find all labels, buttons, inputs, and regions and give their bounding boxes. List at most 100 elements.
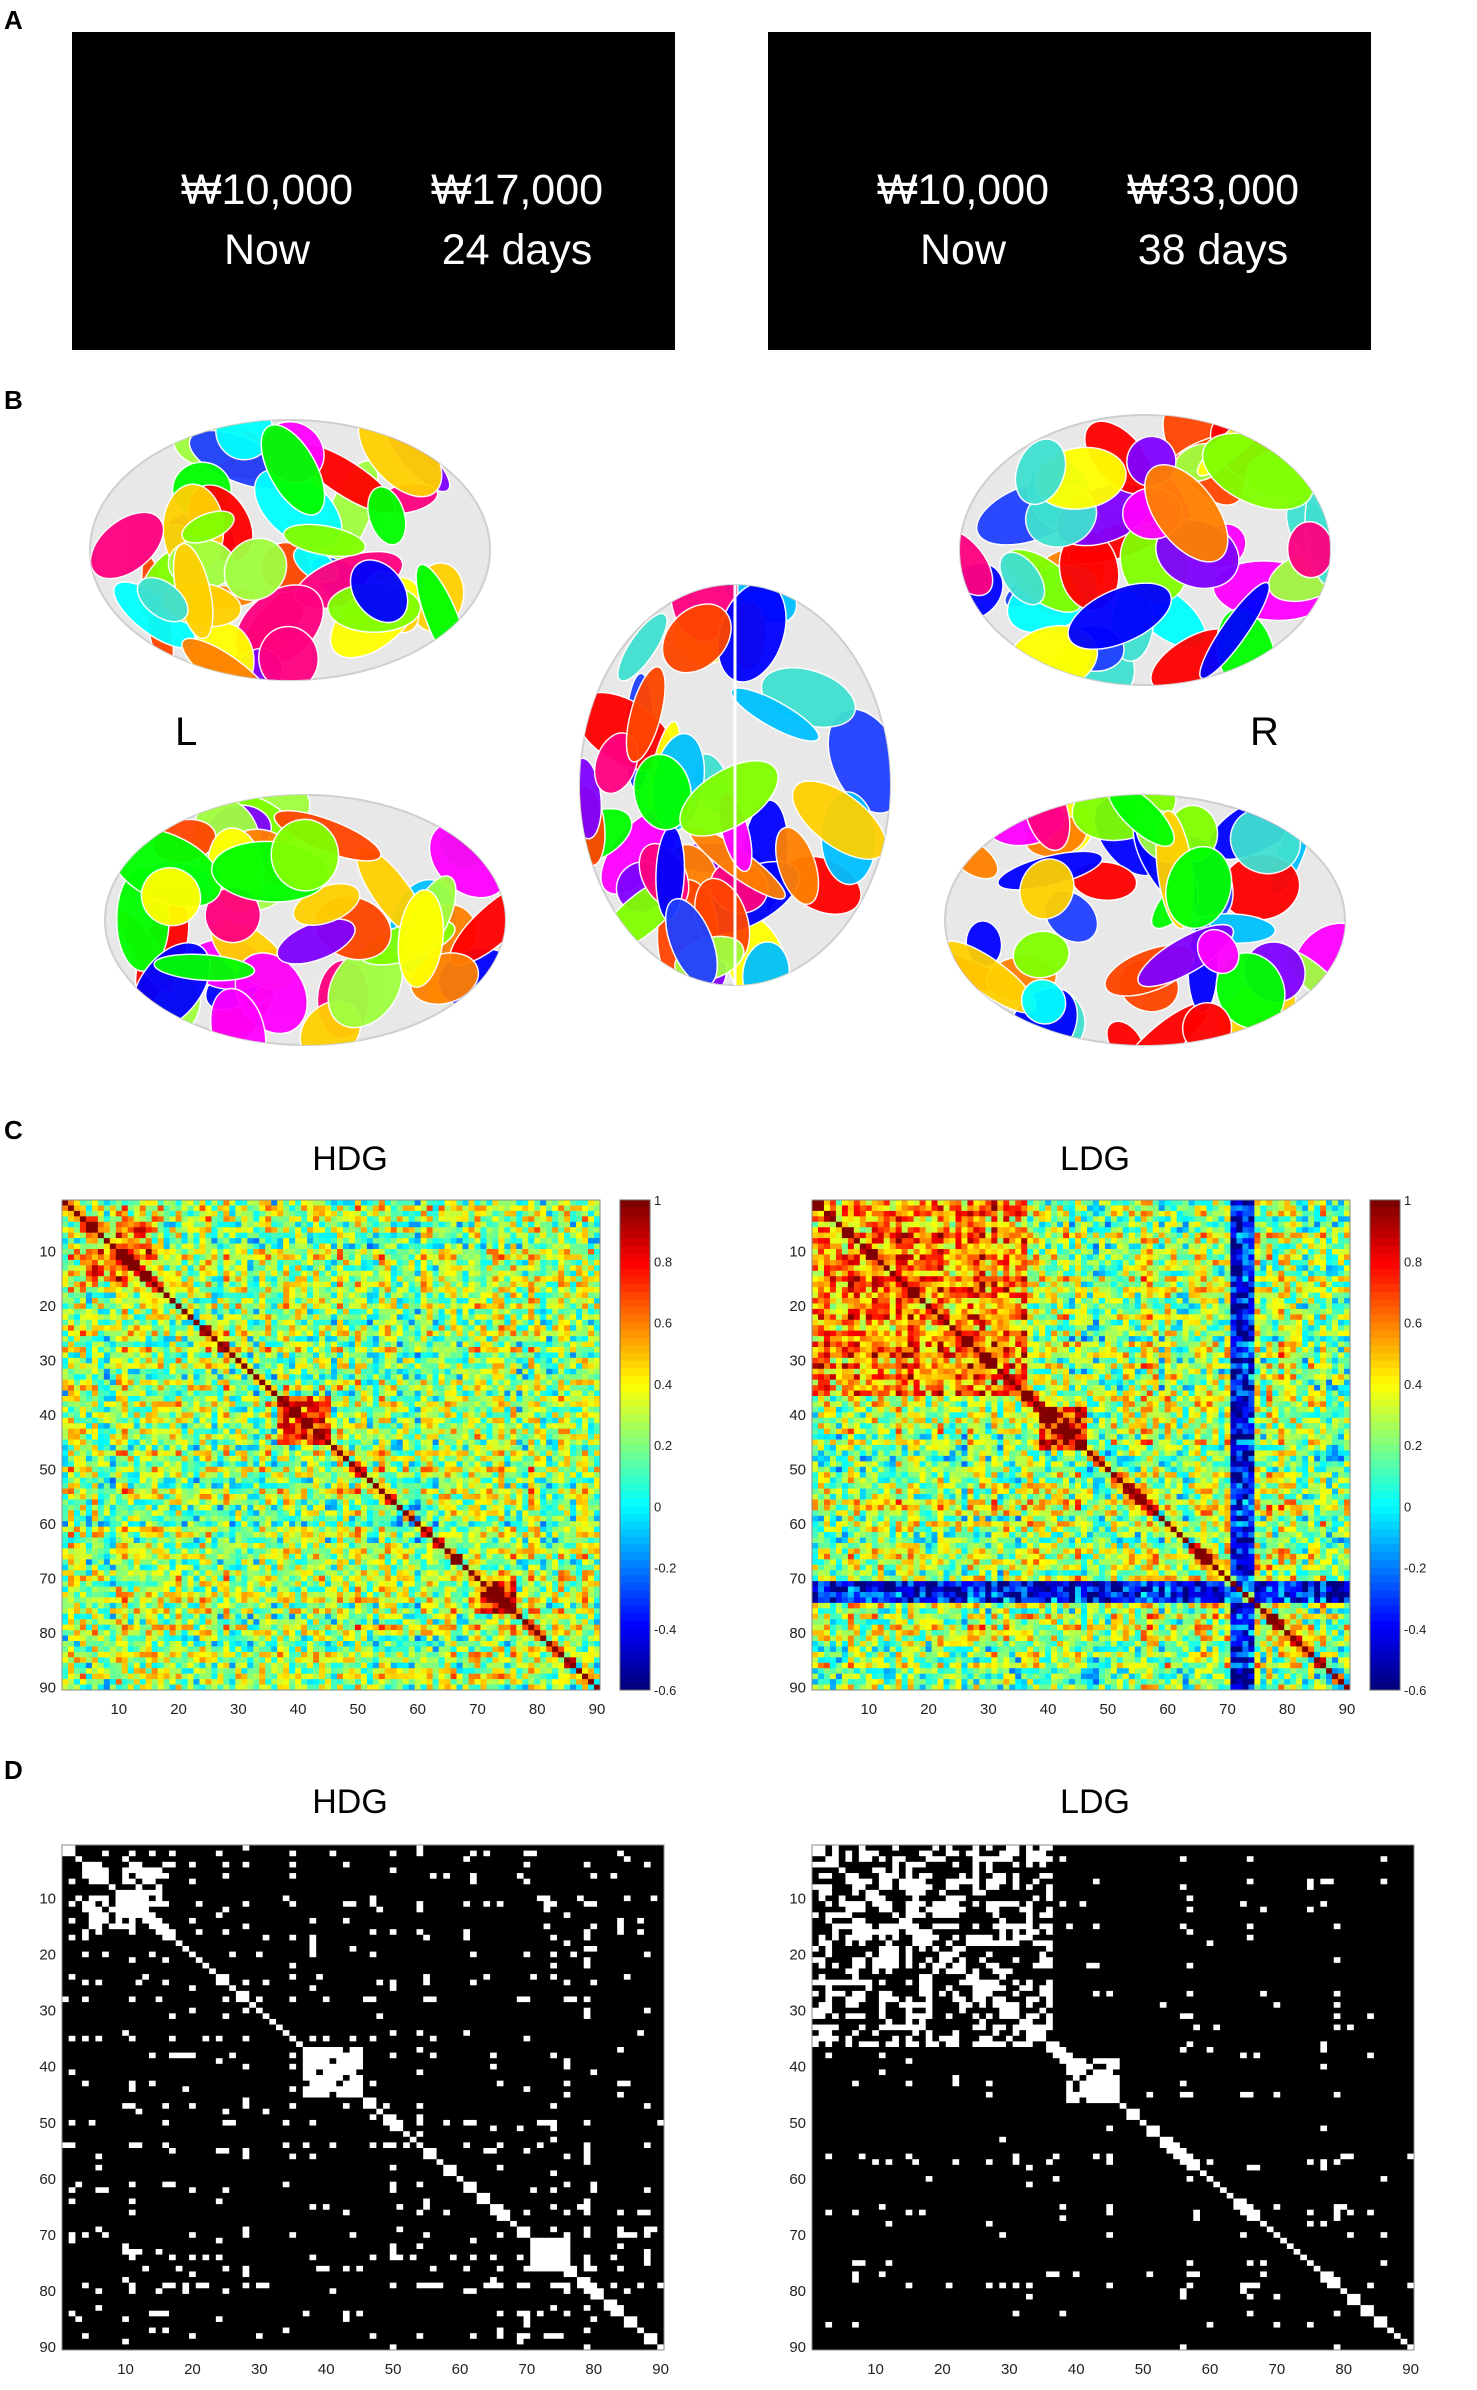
- y-tick-label: 60: [789, 1516, 806, 1533]
- colorbar-tick-label: 1: [1404, 1193, 1411, 1208]
- x-tick-label: 90: [589, 1701, 606, 1718]
- stimulus-screen-2: ₩10,000 Now ₩33,000 38 days: [768, 32, 1371, 350]
- x-tick-label: 20: [934, 2361, 951, 2378]
- y-tick-label: 80: [789, 2283, 806, 2300]
- y-tick-label: 90: [789, 2339, 806, 2356]
- brain-region: [349, 559, 409, 624]
- colorbar-tick-label: 0.6: [654, 1316, 672, 1331]
- stimulus-2-option-2-amount: ₩33,000: [1063, 160, 1363, 220]
- y-tick-label: 40: [39, 1407, 56, 1424]
- y-tick-label: 20: [789, 1298, 806, 1315]
- x-tick-label: 60: [409, 1701, 426, 1718]
- y-tick-label: 40: [789, 2059, 806, 2076]
- y-tick-label: 80: [39, 1625, 56, 1642]
- brain-region: [90, 511, 165, 580]
- brain-region: [181, 637, 274, 680]
- brain-region: [260, 424, 326, 516]
- x-tick-label: 20: [920, 1701, 937, 1718]
- brain-region: [1165, 845, 1233, 930]
- brain-region: [661, 603, 732, 674]
- colorbar-tick-label: 0.8: [1404, 1254, 1422, 1269]
- y-tick-label: 90: [789, 1679, 806, 1696]
- x-tick-label: 70: [519, 2361, 536, 2378]
- y-tick-label: 60: [39, 2171, 56, 2188]
- brain-region: [633, 753, 693, 831]
- panel-label-d: D: [4, 1755, 23, 1786]
- binary-matrix-hdg: 10 20 30 40 50 60 70 80 90 10 20 30 40 50 60 70 80 90: [39, 1844, 669, 2378]
- y-tick-label: 80: [39, 2283, 56, 2300]
- x-tick-label: 10: [860, 1701, 877, 1718]
- brain-region: [270, 818, 340, 892]
- brain-region: [153, 953, 256, 982]
- x-tick-label: 60: [1202, 2361, 1219, 2378]
- panel-label-c: C: [4, 1115, 23, 1146]
- brain-region: [1014, 438, 1067, 506]
- brain-region: [1196, 928, 1240, 975]
- x-tick-label: 80: [1279, 1701, 1296, 1718]
- x-tick-label: 50: [385, 2361, 402, 2378]
- stimulus-2-option-2: ₩33,000 38 days: [1063, 160, 1363, 280]
- brain-region: [1067, 582, 1173, 650]
- brain-region: [775, 826, 820, 906]
- brain-region: [258, 625, 319, 680]
- colorbar-tick-label: -0.6: [1404, 1683, 1426, 1698]
- y-tick-label: 90: [39, 2339, 56, 2356]
- y-tick-label: 70: [789, 1570, 806, 1587]
- brain-region: [679, 760, 779, 837]
- brain-left-medial: [104, 794, 506, 1046]
- y-tick-label: 20: [789, 1946, 806, 1963]
- x-tick-label: 10: [867, 2361, 884, 2378]
- x-tick-label: 90: [652, 2361, 669, 2378]
- y-tick-label: 20: [39, 1946, 56, 1963]
- brain-region: [367, 486, 407, 546]
- colorbar: [619, 1199, 651, 1691]
- correlation-matrix-hdg: 10 20 30 40 50 60 70 80 90 10 20 30 40 50 60 70 80 90 1 0.8…: [39, 1193, 676, 1718]
- colorbar-tick-label: 0.4: [1404, 1377, 1422, 1392]
- colorbar-tick-label: 0.4: [654, 1377, 672, 1392]
- brain-region: [1199, 581, 1271, 680]
- x-tick-label: 50: [350, 1701, 367, 1718]
- brain-region: [223, 537, 288, 601]
- brain-region: [181, 510, 235, 544]
- brain-region: [625, 665, 666, 763]
- brain-region: [1144, 463, 1229, 563]
- x-tick-label: 70: [1219, 1701, 1236, 1718]
- y-tick-label: 40: [39, 2059, 56, 2076]
- panel-label-a: A: [4, 5, 23, 36]
- brain-right-lateral: [959, 414, 1331, 686]
- stimulus-2-option-1: ₩10,000 Now: [813, 160, 1113, 280]
- colorbar-tick-label: 0: [1404, 1499, 1411, 1514]
- stimulus-2-option-1-delay: Now: [813, 220, 1113, 280]
- x-tick-label: 30: [980, 1701, 997, 1718]
- brain-left-lateral: [89, 419, 491, 681]
- x-tick-label: 10: [110, 1701, 127, 1718]
- x-tick-label: 30: [251, 2361, 268, 2378]
- brain-region: [1107, 795, 1175, 847]
- left-hemisphere-label: L: [175, 710, 197, 755]
- x-tick-label: 70: [1269, 2361, 1286, 2378]
- colorbar-tick-label: -0.6: [654, 1683, 676, 1698]
- brain-region: [999, 551, 1046, 606]
- y-tick-label: 30: [789, 2003, 806, 2020]
- x-tick-label: 50: [1100, 1701, 1117, 1718]
- y-tick-label: 10: [39, 1890, 56, 1907]
- y-tick-label: 30: [789, 1353, 806, 1370]
- matrix-d-hdg-title: HDG: [200, 1783, 500, 1822]
- x-tick-label: 60: [452, 2361, 469, 2378]
- y-tick-label: 50: [39, 2115, 56, 2132]
- x-tick-label: 80: [585, 2361, 602, 2378]
- stimulus-2-option-2-delay: 38 days: [1063, 220, 1363, 280]
- stimulus-1-option-1-amount: ₩10,000: [117, 160, 417, 220]
- y-tick-label: 20: [39, 1298, 56, 1315]
- colorbar-tick-label: -0.4: [654, 1622, 676, 1637]
- matrix-d-ldg-title: LDG: [945, 1783, 1245, 1822]
- colorbar-tick-label: -0.2: [1404, 1561, 1426, 1576]
- brain-region: [1020, 978, 1067, 1025]
- matrix-c-ldg-title: LDG: [945, 1140, 1245, 1179]
- colorbar-tick-label: 0.2: [654, 1438, 672, 1453]
- correlation-matrix-ldg: 10 20 30 40 50 60 70 80 90 10 20 30 40 50 60 70 80 90 1 0.8…: [789, 1193, 1426, 1718]
- right-hemisphere-label: R: [1250, 710, 1279, 755]
- y-tick-label: 70: [39, 2227, 56, 2244]
- panel-label-b: B: [4, 385, 23, 416]
- x-tick-label: 70: [469, 1701, 486, 1718]
